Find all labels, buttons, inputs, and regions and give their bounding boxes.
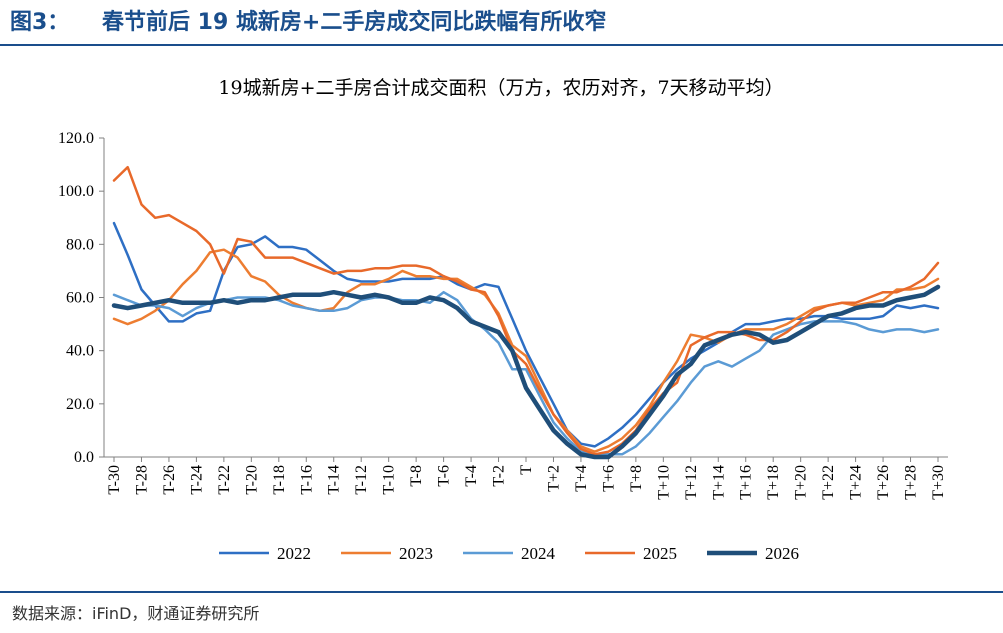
x-tick-label: T+18 [765, 465, 782, 500]
x-tick-label: T-24 [188, 465, 205, 495]
x-tick-label: T+20 [793, 465, 810, 500]
x-tick-label: T+4 [573, 465, 590, 492]
y-tick-label: 80.0 [66, 236, 94, 253]
x-tick-label: T-6 [436, 465, 453, 487]
x-tick-label: T+24 [848, 465, 865, 500]
legend-label-2026: 2026 [765, 544, 799, 563]
x-tick-label: T-16 [298, 465, 315, 495]
x-tick-label: T+16 [738, 465, 755, 500]
series-line-2026 [111, 284, 941, 460]
y-tick-label: 60.0 [66, 290, 94, 307]
x-tick-label: T+6 [600, 465, 617, 492]
x-tick-label: T-4 [463, 465, 480, 487]
bottom-rule [0, 591, 1003, 593]
series-line-2024 [112, 290, 940, 456]
y-tick-label: 20.0 [66, 396, 94, 413]
line-chart: 19城新房+二手房合计成交面积（万方，农历对齐，7天移动平均） 0.0 20.0 4… [58, 77, 948, 563]
x-tick-label: T-20 [243, 465, 260, 495]
x-tick-label: T+14 [710, 465, 727, 500]
chart-title: 19城新房+二手房合计成交面积（万方，农历对齐，7天移动平均） [218, 77, 783, 99]
x-tick-label: T-2 [491, 465, 508, 487]
top-rule [0, 44, 1003, 46]
x-tick-label: T-8 [408, 465, 425, 487]
y-tick-label: 40.0 [66, 343, 94, 360]
legend-label-2025: 2025 [643, 544, 677, 563]
chart-series-lines [111, 165, 941, 460]
x-tick-label: T-30 [106, 465, 123, 495]
x-tick-label: T [518, 465, 535, 475]
figure-title-text: 春节前后 19 城新房+二手房成交同比跌幅有所收窄 [102, 10, 607, 35]
x-tick-label: T-22 [216, 465, 233, 495]
x-tick-label: T-28 [133, 465, 150, 495]
x-tick-label: T+12 [683, 465, 700, 500]
legend-label-2024: 2024 [521, 544, 556, 563]
legend-label-2023: 2023 [399, 544, 433, 563]
x-tick-label: T+22 [820, 465, 837, 500]
x-tick-label: T+8 [628, 465, 645, 492]
series-line-2022 [112, 221, 940, 448]
x-tick-label: T+2 [545, 465, 562, 492]
x-tick-label: T+26 [875, 465, 892, 500]
y-tick-label: 120.0 [58, 130, 94, 147]
chart-legend: 2022 2023 2024 2025 2026 [219, 544, 799, 563]
x-tick-label: T-26 [161, 465, 178, 495]
y-tick-label: 0.0 [74, 449, 94, 466]
legend-label-2022: 2022 [277, 544, 311, 563]
x-tick-label: T+10 [655, 465, 672, 500]
x-tick-label: T-18 [271, 465, 288, 495]
x-tick-label: T+28 [903, 465, 920, 500]
series-line-2023 [112, 248, 940, 453]
y-tick-label: 100.0 [58, 183, 94, 200]
series-line-2025 [112, 165, 940, 456]
x-tick-label: T+30 [930, 465, 947, 500]
source-note: 数据来源：iFinD，财通证券研究所 [12, 604, 260, 623]
figure-title: 图3： 春节前后 19 城新房+二手房成交同比跌幅有所收窄 [10, 6, 606, 40]
figure-number: 图3： [10, 10, 70, 35]
chart-axes: 0.0 20.0 40.0 60.0 80.0 100.0 120.0 T-30 T-28 T-2… [58, 130, 948, 500]
x-tick-label: T-10 [381, 465, 398, 495]
x-tick-label: T-14 [326, 465, 343, 495]
x-tick-label: T-12 [353, 465, 370, 495]
